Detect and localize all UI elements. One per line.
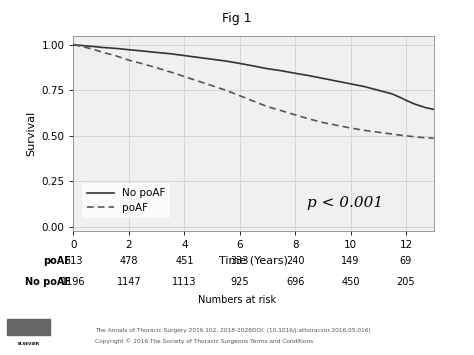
- Text: 333: 333: [230, 256, 249, 266]
- Legend: No poAF, poAF: No poAF, poAF: [82, 183, 171, 218]
- Text: 240: 240: [286, 256, 304, 266]
- Text: Numbers at risk: Numbers at risk: [198, 295, 276, 305]
- Text: 205: 205: [397, 277, 415, 287]
- Text: Fig 1: Fig 1: [222, 12, 252, 26]
- X-axis label: Time (Years): Time (Years): [219, 255, 288, 265]
- Bar: [7, 338, 50, 350]
- Text: 69: 69: [400, 256, 412, 266]
- Text: No poAF: No poAF: [25, 277, 71, 287]
- Text: 1113: 1113: [172, 277, 197, 287]
- Text: 925: 925: [230, 277, 249, 287]
- Text: p < 0.001: p < 0.001: [307, 196, 383, 211]
- Text: 451: 451: [175, 256, 193, 266]
- Text: 478: 478: [119, 256, 138, 266]
- Text: The Annals of Thoracic Surgery 2016 102, 2018-2026DOI: (10.1016/j.athoracsur.201: The Annals of Thoracic Surgery 2016 102,…: [95, 328, 371, 333]
- Text: Copyright © 2016 The Society of Thoracic Surgeons Terms and Conditions: Copyright © 2016 The Society of Thoracic…: [95, 338, 313, 344]
- Bar: [7, 320, 50, 334]
- Text: 696: 696: [286, 277, 304, 287]
- Y-axis label: Survival: Survival: [26, 110, 36, 156]
- Text: 450: 450: [341, 277, 360, 287]
- Text: 1147: 1147: [117, 277, 141, 287]
- Text: poAF: poAF: [43, 256, 71, 266]
- Text: 1196: 1196: [61, 277, 86, 287]
- Text: 513: 513: [64, 256, 83, 266]
- Text: 149: 149: [341, 256, 360, 266]
- Text: ELSEVIER: ELSEVIER: [18, 342, 39, 346]
